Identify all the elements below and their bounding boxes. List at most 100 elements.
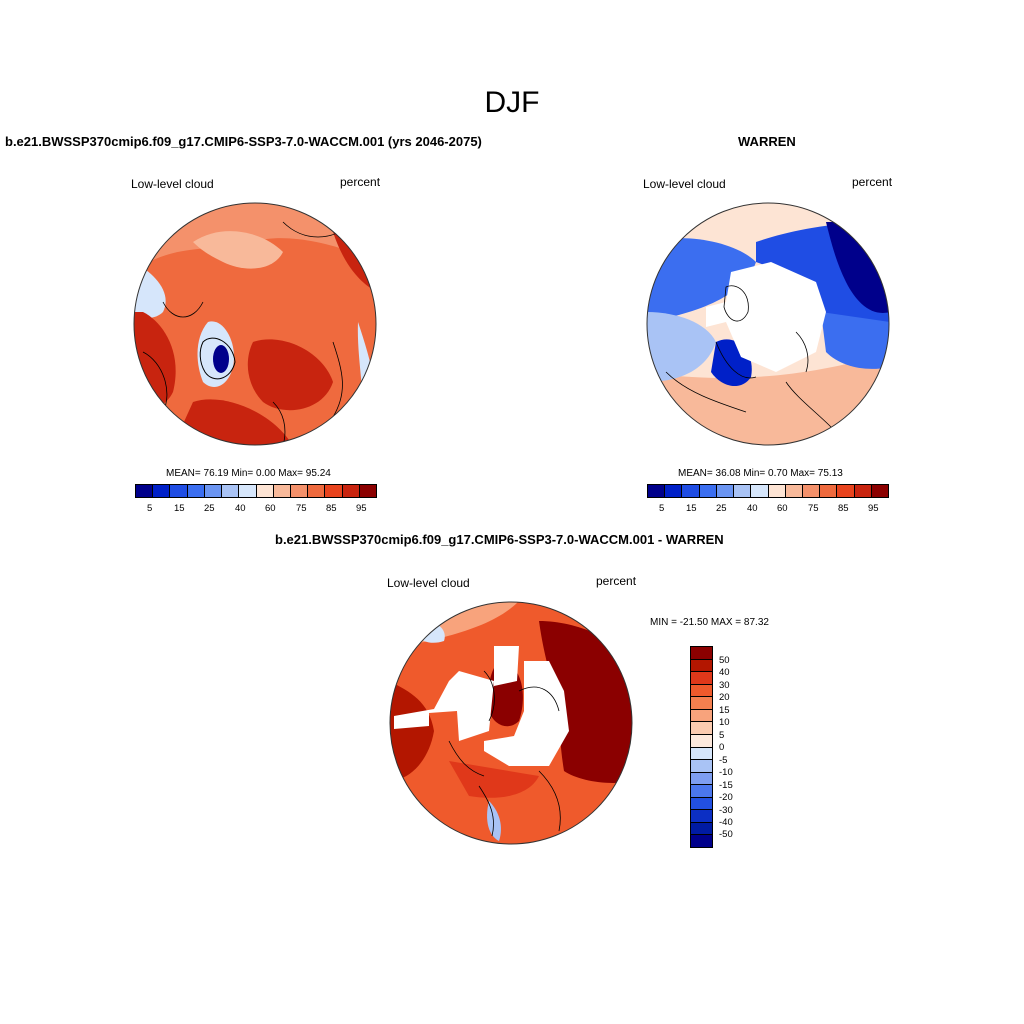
- colorbar-swatch: [153, 485, 171, 497]
- colorbar-swatch: [691, 672, 712, 685]
- panel3-colorbar-tick: 15: [719, 705, 730, 716]
- colorbar-swatch: [691, 822, 712, 836]
- panel1-colorbar-tick: 85: [326, 503, 337, 514]
- panel3-coastline: [448, 670, 561, 837]
- colorbar-swatch: [204, 485, 223, 497]
- panel2-field-region: [647, 238, 756, 322]
- panel1-title: b.e21.BWSSP370cmip6.f09_g17.CMIP6-SSP3-7…: [5, 134, 482, 149]
- colorbar-swatch: [256, 485, 274, 497]
- colorbar-swatch: [691, 772, 712, 786]
- panel3-colorbar-tick: -10: [719, 767, 733, 778]
- panel3-colorbar-tick: -5: [719, 755, 728, 766]
- panel3-title: b.e21.BWSSP370cmip6.f09_g17.CMIP6-SSP3-7…: [275, 532, 724, 547]
- panel2-colorbar-tick: 5: [659, 503, 665, 514]
- colorbar-swatch: [222, 485, 240, 497]
- colorbar-swatch: [359, 485, 377, 497]
- panel3-missing-data: [394, 646, 569, 766]
- colorbar-swatch: [734, 485, 752, 497]
- panel1-colorbar-tick: 95: [356, 503, 367, 514]
- colorbar-swatch: [854, 485, 872, 497]
- panel2-map-boundary: [646, 202, 890, 446]
- panel3-polar-map: [389, 601, 633, 845]
- colorbar-swatch: [325, 485, 343, 497]
- colorbar-swatch: [239, 485, 257, 497]
- colorbar-swatch: [691, 734, 712, 748]
- panel2-title: WARREN: [738, 134, 796, 149]
- panel3-field-region: [409, 619, 445, 643]
- panel1-field-region: [247, 339, 333, 411]
- panel3-colorbar-tick: -40: [719, 817, 733, 828]
- panel2-field-region: [647, 312, 716, 382]
- colorbar-swatch: [308, 485, 326, 497]
- panel3-map-boundary: [389, 601, 633, 845]
- colorbar-swatch: [290, 485, 309, 497]
- colorbar-swatch: [691, 709, 712, 723]
- panel3-colorbar-tick: -20: [719, 792, 733, 803]
- panel3-field-region: [390, 681, 434, 781]
- panel3-field-region: [539, 621, 632, 783]
- panel2-missing-data: [706, 262, 826, 372]
- colorbar-swatch: [665, 485, 683, 497]
- panel2-colorbar-tick: 25: [716, 503, 727, 514]
- colorbar-swatch: [691, 760, 712, 773]
- panel2-colorbar-tick: 15: [686, 503, 697, 514]
- panel3-units-label: percent: [596, 574, 637, 588]
- panel3-colorbar-tick: 0: [719, 742, 725, 753]
- panel3-colorbar-tick: 5: [719, 730, 725, 741]
- panel1-map-boundary: [133, 202, 377, 446]
- panel1-variable-label: Low-level cloud: [131, 177, 214, 191]
- panel3-colorbar-tick: -15: [719, 780, 733, 791]
- colorbar-swatch: [691, 697, 712, 710]
- panel3-colorbar-tick: 20: [719, 692, 730, 703]
- colorbar-swatch: [170, 485, 188, 497]
- colorbar-swatch: [785, 485, 803, 497]
- panel2-stats: MEAN= 36.08 Min= 0.70 Max= 75.13: [678, 468, 843, 479]
- panel3-stats: MIN = -21.50 MAX = 87.32: [650, 617, 769, 628]
- panel1-colorbar: [135, 484, 377, 498]
- colorbar-swatch: [802, 485, 821, 497]
- panel2-field-region: [821, 312, 889, 369]
- colorbar-swatch: [871, 485, 889, 497]
- colorbar-swatch: [342, 485, 360, 497]
- colorbar-swatch: [820, 485, 838, 497]
- panel2-colorbar: [647, 484, 889, 498]
- panel3-colorbar-tick: 30: [719, 680, 730, 691]
- panel1-colorbar-tick: 25: [204, 503, 215, 514]
- panel1-coastline: [142, 221, 354, 445]
- panel1-colorbar-tick: 15: [174, 503, 185, 514]
- panel1-field-region: [193, 231, 283, 269]
- colorbar-swatch: [691, 810, 712, 823]
- colorbar-swatch: [691, 647, 712, 660]
- panel1-colorbar-tick: 75: [296, 503, 307, 514]
- panel3-colorbar-tick: -30: [719, 805, 733, 816]
- colorbar-swatch: [648, 485, 666, 497]
- panel3-colorbar-tick: 50: [719, 655, 730, 666]
- colorbar-swatch: [273, 485, 291, 497]
- colorbar-swatch: [751, 485, 769, 497]
- colorbar-swatch: [691, 835, 712, 847]
- panel2-colorbar-tick: 85: [838, 503, 849, 514]
- panel2-coastline: [665, 285, 832, 428]
- panel3-colorbar-tick: 40: [719, 667, 730, 678]
- panel2-colorbar-tick: 40: [747, 503, 758, 514]
- panel3-colorbar-tick: -50: [719, 829, 733, 840]
- colorbar-swatch: [691, 797, 712, 811]
- panel3-field-region: [487, 801, 501, 841]
- colorbar-swatch: [716, 485, 735, 497]
- panel2-colorbar-tick: 95: [868, 503, 879, 514]
- panel1-coastline: [199, 337, 236, 380]
- panel3-variable-label: Low-level cloud: [387, 576, 470, 590]
- colorbar-swatch: [691, 785, 712, 798]
- panel1-stats: MEAN= 76.19 Min= 0.00 Max= 95.24: [166, 468, 331, 479]
- panel3-colorbar-tick: 10: [719, 717, 730, 728]
- colorbar-swatch: [187, 485, 205, 497]
- panel1-field-region: [213, 345, 229, 373]
- panel2-units-label: percent: [852, 175, 893, 189]
- colorbar-swatch: [682, 485, 700, 497]
- panel1-units-label: percent: [340, 175, 381, 189]
- panel1-colorbar-tick: 5: [147, 503, 153, 514]
- colorbar-swatch: [699, 485, 717, 497]
- colorbar-swatch: [691, 684, 712, 698]
- colorbar-swatch: [691, 722, 712, 735]
- colorbar-swatch: [691, 659, 712, 673]
